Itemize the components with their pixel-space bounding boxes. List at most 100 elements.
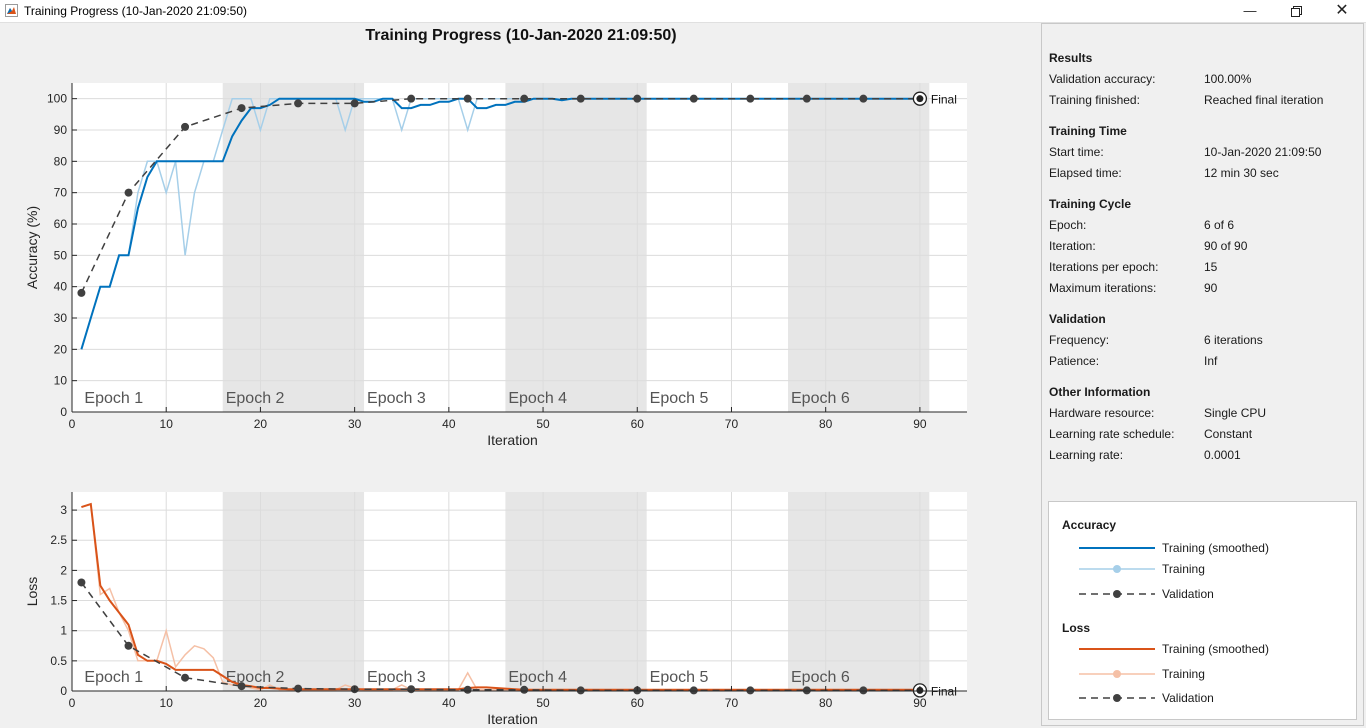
loss-y-tick-label: 2.5	[50, 533, 67, 547]
accuracy-x-tick-label: 80	[819, 417, 833, 431]
accuracy-x-tick-label: 70	[725, 417, 739, 431]
matlab-app-icon	[5, 4, 18, 17]
accuracy-epoch-band	[505, 83, 647, 412]
info-value: 6 of 6	[1204, 218, 1235, 232]
restore-icon	[1290, 6, 1302, 18]
accuracy-y-tick-label: 20	[54, 342, 68, 356]
restore-button[interactable]	[1273, 0, 1319, 22]
loss-validation-point	[689, 686, 698, 695]
info-label: Elapsed time:	[1049, 166, 1122, 180]
info-label: Start time:	[1049, 145, 1104, 159]
loss-y-tick-label: 0	[60, 684, 67, 698]
loss-epoch-band	[505, 492, 647, 691]
loss-validation-point	[746, 686, 755, 695]
accuracy-epoch-label: Epoch 5	[650, 390, 709, 407]
info-value: 0.0001	[1204, 448, 1241, 462]
info-value: 90	[1204, 281, 1218, 295]
loss-y-tick-label: 3	[60, 503, 67, 517]
accuracy-x-axis-label: Iteration	[487, 432, 538, 448]
loss-epoch-label: Epoch 5	[650, 669, 709, 686]
accuracy-validation-point	[633, 94, 642, 103]
loss-plot: Epoch 1 Epoch 2 Epoch 3 Epoch 4 Epoch 5 Epoch…	[24, 492, 967, 727]
loss-x-tick-label: 40	[442, 696, 456, 710]
accuracy-epoch-band	[222, 83, 365, 412]
accuracy-validation-point	[124, 188, 133, 197]
loss-epoch-label: Epoch 1	[84, 669, 143, 686]
legend-accuracy-training-label: Training	[1162, 562, 1205, 576]
legend-loss-validation-swatch	[1079, 694, 1155, 702]
minimize-icon: —	[1243, 3, 1257, 18]
info-label: Learning rate:	[1049, 448, 1124, 462]
legend-loss-smoothed-swatch	[1079, 648, 1155, 650]
accuracy-y-tick-label: 10	[54, 374, 68, 388]
minimize-button[interactable]: —	[1227, 0, 1273, 22]
info-value: 15	[1204, 260, 1218, 274]
accuracy-validation-point	[77, 288, 86, 297]
info-label: Iteration:	[1049, 239, 1096, 253]
results-heading: Results	[1049, 51, 1093, 65]
loss-training-smoothed-line	[81, 502, 920, 691]
legend-accuracy-smoothed-label: Training (smoothed)	[1162, 541, 1269, 555]
legend-loss-smoothed-label: Training (smoothed)	[1162, 642, 1269, 656]
accuracy-y-tick-label: 60	[54, 217, 68, 231]
info-panel: Results Validation accuracy: 100.00% Tra…	[1041, 23, 1364, 726]
legend-loss-heading: Loss	[1062, 621, 1091, 635]
close-button[interactable]: ✕	[1319, 0, 1365, 22]
accuracy-epoch-label: Epoch 4	[508, 390, 567, 407]
accuracy-final-marker-dot	[916, 95, 924, 103]
legend-accuracy-heading: Accuracy	[1062, 518, 1117, 532]
info-value: Single CPU	[1204, 406, 1267, 420]
accuracy-x-tick-label: 0	[69, 417, 76, 431]
loss-epoch-band	[222, 492, 365, 691]
accuracy-validation-point	[463, 94, 472, 103]
accuracy-y-tick-label: 70	[54, 186, 68, 200]
training-progress-plots: Training Progress (10-Jan-2020 21:09:50)…	[24, 27, 967, 727]
legend-accuracy-validation-label: Validation	[1162, 587, 1214, 601]
info-label: Hardware resource:	[1049, 406, 1155, 420]
info-value: 12 min 30 sec	[1204, 166, 1279, 180]
info-value: 6 iterations	[1204, 333, 1263, 347]
accuracy-validation-point	[294, 99, 303, 108]
window-titlebar: Training Progress (10-Jan-2020 21:09:50)…	[0, 0, 1366, 23]
accuracy-epoch-label: Epoch 3	[367, 390, 426, 407]
loss-x-tick-label: 0	[69, 696, 76, 710]
info-value: Inf	[1204, 354, 1218, 368]
info-label: Maximum iterations:	[1049, 281, 1157, 295]
loss-x-tick-label: 50	[536, 696, 550, 710]
accuracy-validation-point	[746, 94, 755, 103]
accuracy-final-label: Final	[931, 93, 957, 107]
accuracy-validation-point	[237, 104, 246, 113]
accuracy-x-tick-label: 10	[160, 417, 174, 431]
accuracy-y-tick-label: 0	[60, 405, 67, 419]
training-time-heading: Training Time	[1049, 124, 1127, 138]
loss-epoch-band	[788, 492, 930, 691]
loss-epoch-label: Epoch 4	[508, 669, 567, 686]
accuracy-validation-point	[350, 99, 359, 108]
accuracy-validation-point	[859, 94, 868, 103]
loss-validation-point	[463, 685, 472, 694]
info-value: Reached final iteration	[1204, 93, 1324, 107]
info-label: Training finished:	[1049, 93, 1140, 107]
accuracy-x-tick-label: 20	[254, 417, 268, 431]
loss-epoch-label: Epoch 2	[226, 669, 285, 686]
info-value: 10-Jan-2020 21:09:50	[1204, 145, 1322, 159]
loss-x-tick-label: 70	[725, 696, 739, 710]
loss-y-axis-label: Loss	[24, 577, 40, 607]
loss-validation-point	[237, 682, 246, 691]
info-label: Patience:	[1049, 354, 1100, 368]
other-info-heading: Other Information	[1049, 385, 1151, 399]
figure-title: Training Progress (10-Jan-2020 21:09:50)	[365, 27, 676, 44]
accuracy-y-tick-label: 90	[54, 123, 68, 137]
loss-x-tick-label: 80	[819, 696, 833, 710]
accuracy-epoch-label: Epoch 2	[226, 390, 285, 407]
info-label: Epoch:	[1049, 218, 1087, 232]
loss-y-tick-label: 2	[60, 563, 67, 577]
legend-accuracy-training-swatch	[1079, 565, 1155, 573]
validation-heading: Validation	[1049, 312, 1106, 326]
loss-validation-point	[407, 685, 416, 694]
accuracy-validation-point	[576, 94, 585, 103]
accuracy-epoch-label: Epoch 6	[791, 390, 850, 407]
accuracy-validation-point	[520, 94, 529, 103]
accuracy-plot: Epoch 1 Epoch 2 Epoch 3 Epoch 4 Epoch 5 Epoch…	[24, 83, 967, 448]
training-cycle-heading: Training Cycle	[1049, 197, 1132, 211]
